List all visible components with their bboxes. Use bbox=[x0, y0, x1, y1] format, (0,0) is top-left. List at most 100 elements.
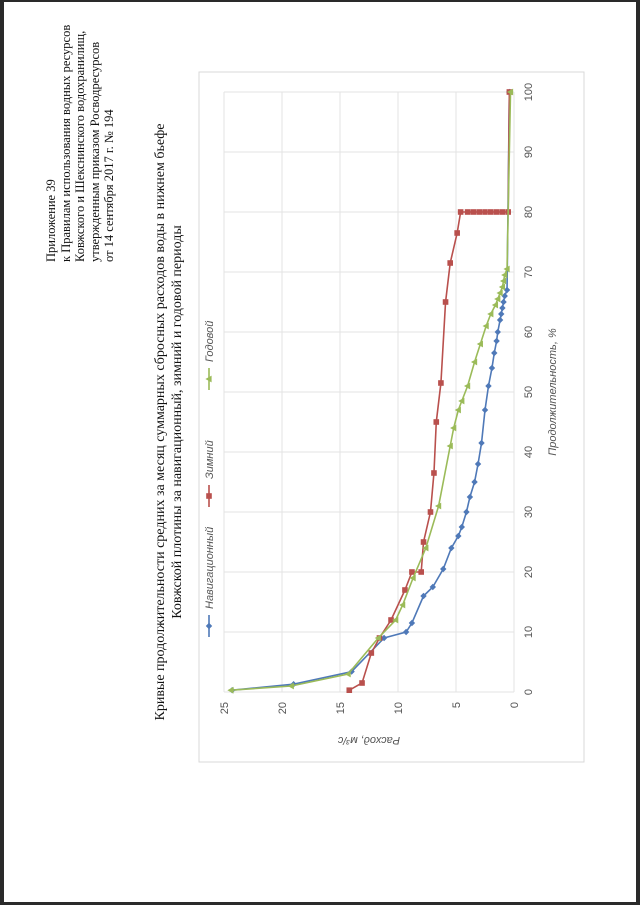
zimniy-point bbox=[346, 687, 353, 693]
navigatsionny-series bbox=[228, 88, 513, 694]
y-tick-label: 15 bbox=[335, 702, 347, 714]
zimniy-point bbox=[499, 209, 506, 215]
godovoy-point bbox=[458, 397, 465, 405]
zimniy-point bbox=[418, 569, 424, 575]
zimniy-point bbox=[206, 493, 212, 499]
godovoy-point bbox=[446, 442, 453, 450]
navigatsionny-point bbox=[485, 382, 492, 390]
zimniy-point bbox=[447, 260, 453, 266]
zimniy-point bbox=[368, 650, 375, 656]
godovoy-point bbox=[503, 265, 510, 273]
godovoy-point bbox=[435, 502, 442, 510]
godovoy-point bbox=[227, 686, 234, 694]
godovoy-point bbox=[392, 616, 399, 624]
zimniy-point bbox=[493, 209, 500, 215]
navigatsionny-point bbox=[458, 523, 465, 531]
zimniy-point bbox=[359, 680, 365, 686]
navigatsionny-point bbox=[440, 565, 447, 573]
navigatsionny-line bbox=[232, 91, 511, 691]
navigatsionny-point bbox=[478, 439, 485, 447]
zimniy-point bbox=[457, 209, 464, 215]
y-tick-label: 20 bbox=[277, 702, 289, 714]
godovoy-point bbox=[506, 88, 514, 96]
godovoy-series bbox=[227, 88, 514, 694]
legend: Навигационный Зимний Годовой bbox=[204, 321, 216, 637]
godovoy-line bbox=[230, 91, 512, 691]
document-page: Приложение 39 к Правилам использования в… bbox=[4, 2, 636, 902]
godovoy-point bbox=[409, 574, 416, 582]
x-tick-label: 60 bbox=[523, 326, 535, 338]
x-tick-label: 70 bbox=[523, 266, 535, 278]
zimniy-point bbox=[433, 419, 440, 425]
x-tick-label: 0 bbox=[523, 689, 535, 695]
navigatsionny-point bbox=[503, 286, 511, 294]
godovoy-point bbox=[496, 289, 503, 297]
navigatsionny-point bbox=[471, 478, 478, 486]
navigatsionny-point bbox=[408, 619, 416, 627]
x-tick-label: 20 bbox=[523, 566, 535, 578]
godovoy-point bbox=[374, 634, 381, 642]
godovoy-point bbox=[470, 358, 478, 366]
zimniy-point bbox=[488, 209, 494, 215]
navigatsionny-point bbox=[481, 406, 489, 414]
navigatsionny-point bbox=[429, 583, 436, 591]
godovoy-point bbox=[344, 670, 351, 678]
x-tick-label: 10 bbox=[523, 626, 535, 638]
navigatsionny-point bbox=[488, 364, 496, 372]
x-tick-label: 30 bbox=[523, 506, 535, 518]
godovoy-point bbox=[491, 301, 499, 309]
series-group bbox=[227, 88, 514, 694]
navigatsionny-point bbox=[448, 544, 455, 552]
zimniy-series bbox=[346, 89, 513, 693]
legend-label: Навигационный bbox=[204, 527, 216, 609]
zimniy-point bbox=[420, 539, 427, 545]
y-tick-label: 10 bbox=[393, 702, 405, 714]
godovoy-point bbox=[487, 310, 494, 318]
navigatsionny-point bbox=[494, 328, 501, 336]
duration-curve-chart: 0 5 10 15 20 25 0 10 20 30 40 50 60 70 80 90 100 Навига… bbox=[198, 71, 585, 763]
zimniy-point bbox=[454, 230, 460, 236]
zimniy-point bbox=[470, 209, 477, 215]
navigatsionny-point bbox=[205, 622, 213, 630]
godovoy-point bbox=[482, 322, 489, 330]
legend-label: Годовой bbox=[204, 321, 216, 362]
y-axis-label: Расход, м³/с bbox=[337, 734, 400, 746]
navigatsionny-point bbox=[466, 493, 474, 501]
rotated-content: Приложение 39 к Правилам использования в… bbox=[4, 2, 636, 902]
zimniy-point bbox=[402, 587, 408, 593]
navigatsionny-point bbox=[491, 349, 498, 357]
navigatsionny-point bbox=[498, 310, 505, 318]
godovoy-point bbox=[476, 340, 483, 348]
navigatsionny-point bbox=[463, 508, 470, 516]
godovoy-point bbox=[399, 601, 406, 609]
x-tick-label: 40 bbox=[523, 446, 535, 458]
godovoy-point bbox=[499, 277, 507, 285]
godovoy-point bbox=[498, 283, 505, 291]
godovoy-point bbox=[464, 382, 471, 390]
y-tick-label: 0 bbox=[509, 702, 521, 708]
godovoy-point bbox=[454, 406, 461, 414]
grid-lines bbox=[223, 91, 515, 693]
zimniy-point bbox=[409, 569, 415, 575]
navigatsionny-point bbox=[455, 532, 462, 540]
x-axis-label: Продолжительность, % bbox=[547, 328, 559, 456]
x-tick-labels: 0 10 20 30 40 50 60 70 80 90 100 bbox=[523, 83, 535, 695]
godovoy-point bbox=[494, 295, 501, 303]
legend-label: Зимний bbox=[204, 440, 216, 479]
zimniy-point bbox=[442, 299, 449, 305]
navigatsionny-point bbox=[501, 292, 508, 300]
navigatsionny-point bbox=[402, 628, 410, 636]
zimniy-point bbox=[464, 209, 471, 215]
zimniy-point bbox=[388, 617, 394, 623]
zimniy-line bbox=[348, 91, 511, 691]
x-tick-label: 90 bbox=[523, 146, 535, 158]
x-tick-label: 80 bbox=[523, 206, 535, 218]
godovoy-point bbox=[287, 682, 294, 690]
navigatsionny-point bbox=[496, 316, 504, 324]
navigatsionny-point bbox=[420, 592, 427, 600]
navigatsionny-point bbox=[499, 304, 506, 312]
y-tick-label: 5 bbox=[451, 702, 463, 708]
navigatsionny-point bbox=[493, 337, 500, 345]
zimniy-point bbox=[482, 209, 488, 215]
x-tick-label: 50 bbox=[523, 386, 535, 398]
